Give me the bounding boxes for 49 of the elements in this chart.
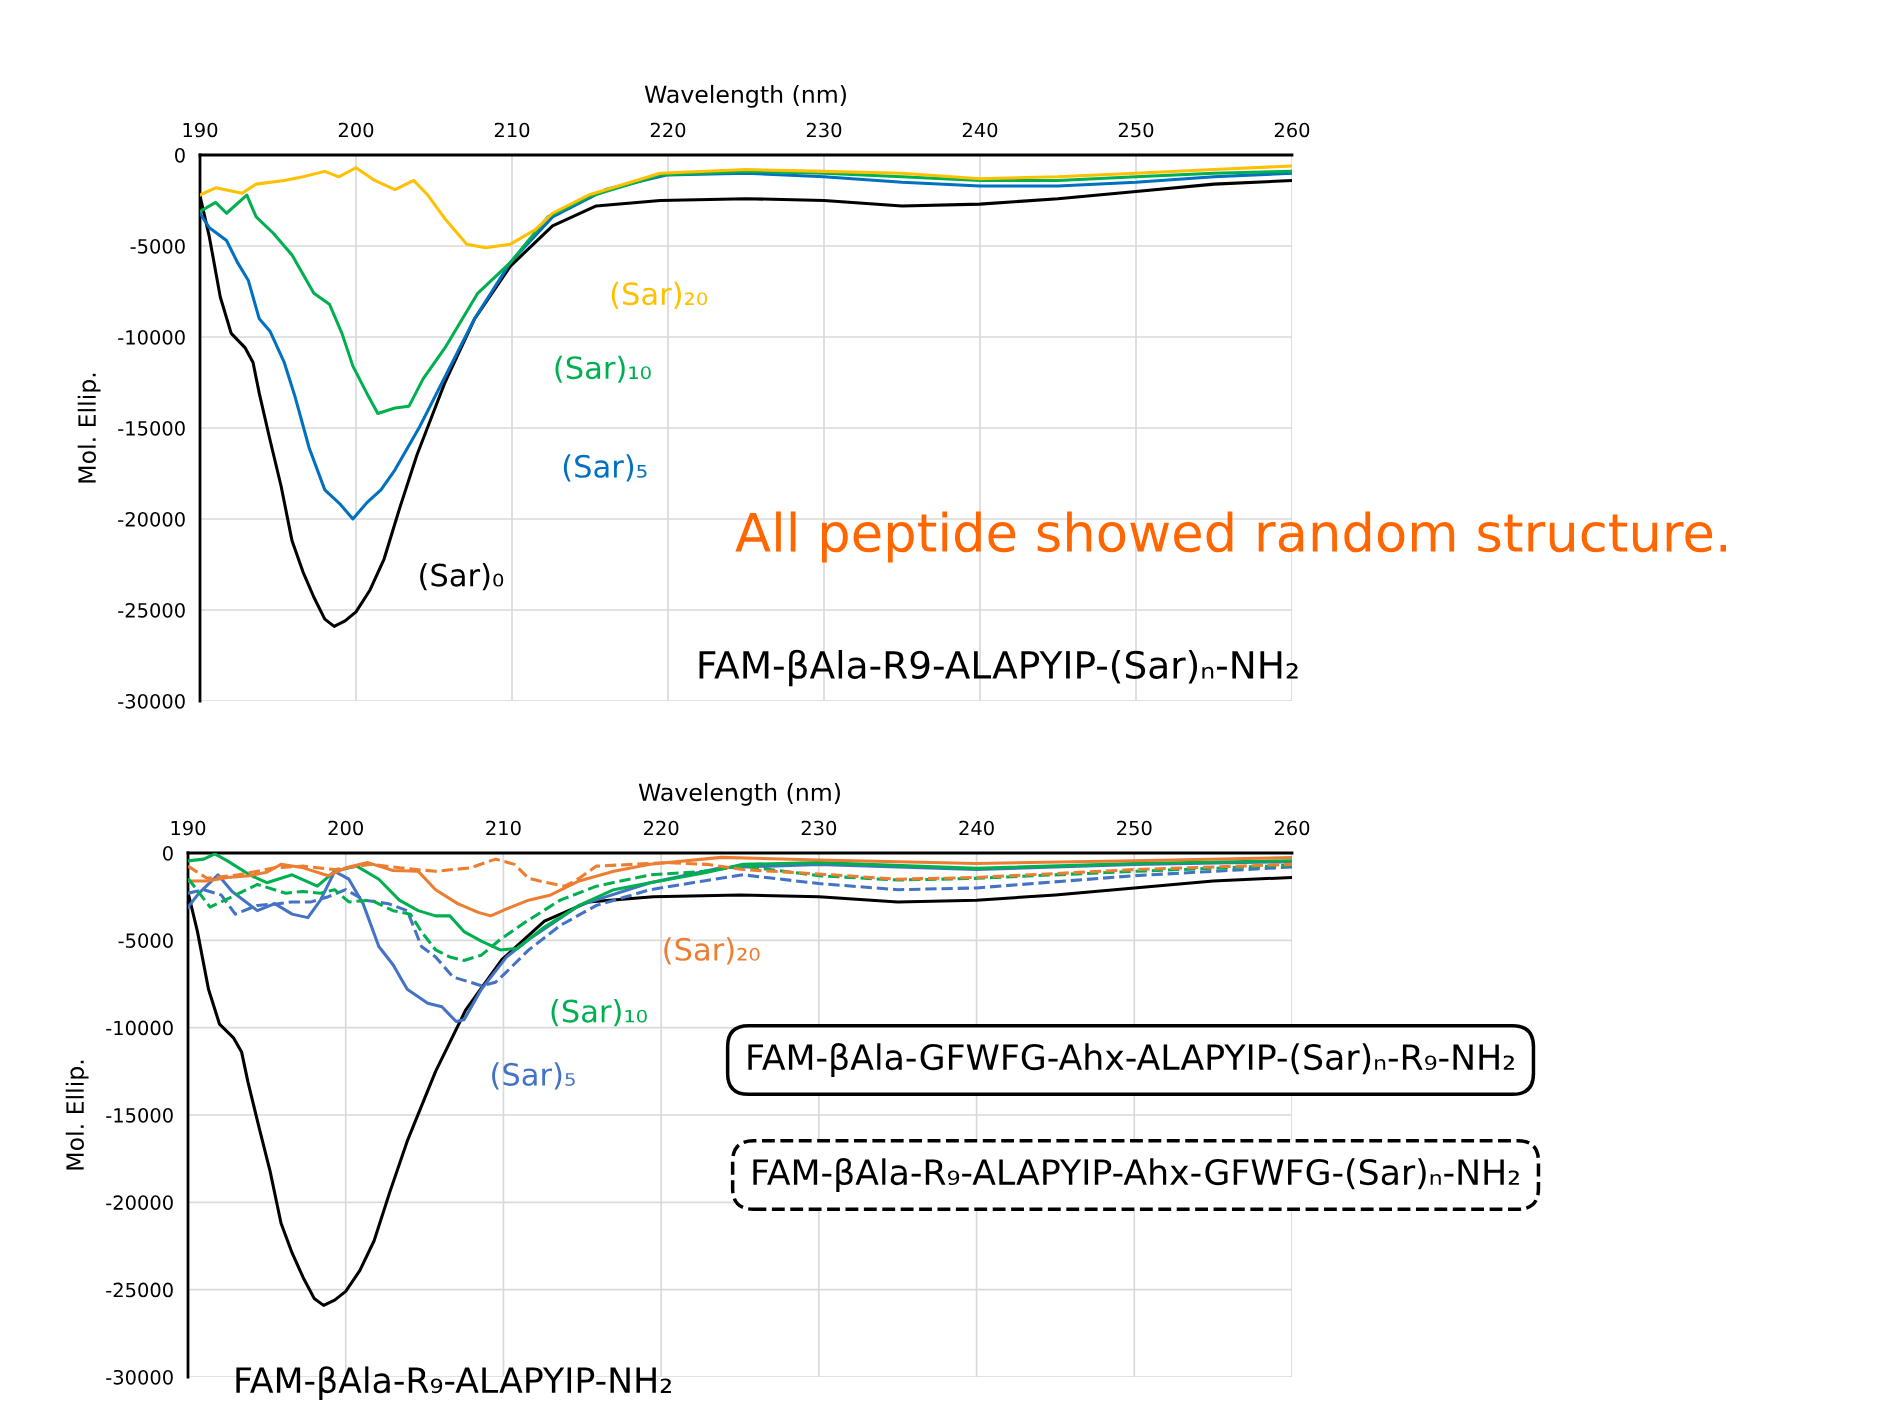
series-label: (Sar)₀ — [420, 563, 504, 591]
annotation: FAM-βAla-R₉-ALAPYIP-NH₂ — [236, 1366, 671, 1400]
y-tick-label: -20000 — [118, 511, 185, 527]
x-tick-label: 190 — [183, 122, 218, 138]
y-tick-label: -20000 — [106, 1195, 173, 1210]
y-tick-label: 0 — [175, 147, 185, 163]
y-axis-title: Mol. Ellip. — [77, 373, 101, 483]
x-tick-label: 230 — [801, 820, 837, 836]
text: (Sar)₅ — [563, 454, 647, 482]
series-label: (Sar)₅ — [492, 1062, 575, 1090]
x-tick-label: 200 — [338, 122, 374, 138]
y-tick-label: -5000 — [118, 933, 173, 948]
x-tick-label: 200 — [328, 820, 363, 836]
x-tick-label: 240 — [959, 820, 994, 836]
x-tick-label: 250 — [1118, 122, 1154, 138]
text: (Sar)₁₀ — [555, 355, 651, 383]
x-tick-label: 260 — [1274, 820, 1310, 836]
annotation: FAM-βAla-GFWFG-Ahx-ALAPYIP-(Sar)ₙ-R₉-NH₂ — [748, 1043, 1514, 1077]
y-tick-label: -30000 — [106, 1369, 173, 1385]
text: (Sar)₂₀ — [664, 937, 760, 965]
x-tick-label: 220 — [650, 122, 686, 138]
x-tick-label: 220 — [644, 820, 679, 836]
x-tick-label: 260 — [1274, 122, 1310, 138]
x-tick-label: 250 — [1117, 820, 1152, 836]
annotation: All peptide showed random structure. — [735, 511, 1726, 563]
y-tick-label: -15000 — [106, 1107, 173, 1123]
y-tick-label: -15000 — [118, 420, 185, 436]
line-series — [200, 164, 1292, 250]
line-series — [200, 169, 1292, 415]
x-axis-title: Wavelength (nm) — [638, 782, 840, 806]
annotation: FAM-βAla-R9-ALAPYIP-(Sar)ₙ-NH₂ — [699, 649, 1298, 687]
y-tick-label: -5000 — [130, 238, 185, 254]
x-axis-title: Wavelength (nm) — [644, 84, 846, 108]
text: (Sar)₂₀ — [611, 281, 708, 309]
x-tick-label: 190 — [171, 820, 206, 836]
y-tick-label: -25000 — [118, 602, 185, 618]
y-tick-label: -25000 — [106, 1282, 173, 1298]
line-series — [188, 855, 1292, 918]
x-tick-label: 210 — [486, 820, 521, 836]
x-tick-label: 210 — [494, 122, 530, 138]
x-tick-label: 240 — [962, 122, 998, 138]
x-tick-label: 230 — [806, 122, 842, 138]
y-axis-title: Mol. Ellip. — [65, 1060, 89, 1170]
y-tick-label: -30000 — [118, 693, 185, 709]
y-tick-label: -10000 — [118, 329, 185, 345]
y-tick-label: -10000 — [106, 1020, 173, 1036]
text: (Sar)₁₀ — [551, 999, 647, 1027]
annotation: FAM-βAla-R₉-ALAPYIP-Ahx-GFWFG-(Sar)ₙ-NH₂ — [753, 1158, 1519, 1192]
y-tick-label: 0 — [163, 845, 173, 861]
